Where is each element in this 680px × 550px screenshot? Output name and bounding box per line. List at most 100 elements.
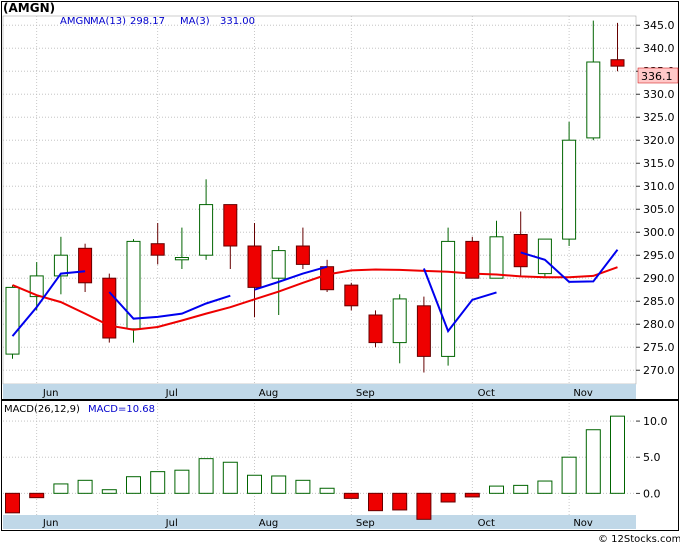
ma3-line [108, 291, 231, 320]
y-tick-label: 320.0 [643, 134, 675, 147]
macd-axis: 0.0 5.0 10.0 [636, 415, 668, 500]
candle-up [29, 275, 44, 298]
y-tick-label: 315.0 [643, 157, 675, 170]
macd-bar-positive [222, 461, 238, 494]
ma3-line [520, 249, 619, 283]
candle-down [150, 243, 165, 256]
candle-down [465, 240, 480, 279]
x-tick-label: Oct [478, 388, 495, 399]
macd-bar-positive [198, 458, 214, 494]
candle-up [441, 240, 456, 357]
macd-legend-item: MACD(26,12,9) [4, 404, 80, 415]
x-tick-label: Jul [165, 388, 178, 399]
y-tick-label: 300.0 [643, 226, 675, 239]
macd-histogram [5, 415, 625, 520]
y-tick-label: 325.0 [643, 111, 675, 124]
last-price-label: 336.1 [641, 70, 673, 83]
macd-legend: MACD(26,12,9) MACD=10.68 [4, 404, 155, 415]
main-grid [3, 16, 636, 384]
candle-up [5, 286, 20, 355]
macd-bar-positive [150, 471, 166, 494]
macd-bar-positive [585, 429, 601, 494]
y-tick-label: 280.0 [643, 318, 675, 331]
candle-down [295, 245, 310, 265]
macd-bar-negative [392, 492, 408, 511]
last-price-box [637, 67, 679, 84]
macd-bar-positive [537, 480, 553, 494]
candle-up [562, 139, 577, 240]
candle-up [199, 204, 214, 256]
x-tick-label: Aug [259, 388, 279, 399]
candle-down [368, 314, 383, 344]
macd-bar-positive [319, 487, 335, 494]
x-axis-strip-macd [3, 515, 636, 529]
candle-up [53, 254, 68, 277]
macd-bar-negative [343, 492, 359, 499]
main-plot-area [2, 15, 637, 385]
macd-panel-border [1, 400, 679, 531]
macd-bar-positive [53, 483, 69, 494]
x-axis-strip-main [3, 384, 636, 399]
macd-bar-positive [561, 456, 577, 494]
candle-up [392, 298, 407, 344]
macd-bar-positive [295, 479, 311, 494]
candle-up [126, 240, 141, 330]
macd-bar-negative [416, 492, 432, 520]
x-tick-label: Jul [165, 518, 178, 529]
y-tick-label: 290.0 [643, 272, 675, 285]
y-tick-label: 310.0 [643, 180, 675, 193]
candle-up [271, 250, 286, 279]
y-tick-label: 295.0 [643, 249, 675, 262]
macd-bar-positive [610, 415, 625, 494]
candle-down [223, 204, 238, 247]
x-tick-label: Jun [42, 388, 59, 399]
y-tick-label: 5.0 [643, 451, 661, 464]
macd-bar-positive [174, 469, 190, 494]
candle-up [586, 61, 601, 139]
macd-bar-positive [271, 475, 287, 494]
candle-down [513, 234, 528, 268]
moving-averages [11, 249, 619, 337]
macd-bar-negative [29, 492, 45, 499]
x-tick-label: Nov [573, 388, 593, 399]
y-tick-label: 285.0 [643, 295, 675, 308]
ma3-line [254, 265, 328, 291]
macd-bar-positive [126, 476, 141, 494]
last-price-marker: 336.1 [637, 67, 679, 84]
x-tick-label: Aug [259, 518, 279, 529]
candle-up [489, 236, 504, 279]
candle-down [344, 284, 359, 307]
y-tick-label: 10.0 [643, 415, 668, 428]
y-tick-label: 330.0 [643, 88, 675, 101]
x-tick-label: Nov [573, 518, 593, 529]
y-tick-label: 275.0 [643, 341, 675, 354]
candle-down [102, 277, 117, 339]
legend-item: 331.00 [220, 16, 255, 27]
y-tick-label: 270.0 [643, 364, 675, 377]
macd-bar-negative [464, 492, 480, 498]
candle-up [537, 238, 552, 275]
x-axis-labels: Jun Jun Jul Jul Aug Aug Sep Sep Oct Oct Nov Nov [42, 388, 593, 529]
legend-item: 298.17 [130, 16, 165, 27]
x-tick-label: Sep [356, 388, 375, 399]
x-tick-label: Oct [478, 518, 495, 529]
candlesticks [5, 20, 625, 373]
macd-legend-item: MACD=10.68 [88, 404, 155, 415]
candle-up [174, 257, 189, 261]
macd-bar-negative [5, 492, 20, 514]
y-tick-label: 345.0 [643, 19, 675, 32]
candle-down [78, 247, 93, 284]
macd-bar-positive [77, 479, 93, 494]
candle-down [247, 245, 262, 288]
chart-title: (AMGN) [3, 1, 55, 15]
watermark: © 12Stocks.com [598, 534, 680, 545]
macd-bar-positive [247, 474, 262, 494]
y-tick-label: 0.0 [643, 487, 661, 500]
x-tick-label: Jun [42, 518, 59, 529]
x-tick-label: Sep [356, 518, 375, 529]
legend-item: AMGN [60, 16, 91, 27]
macd-bar-positive [513, 484, 529, 494]
ma13-line [12, 266, 618, 331]
